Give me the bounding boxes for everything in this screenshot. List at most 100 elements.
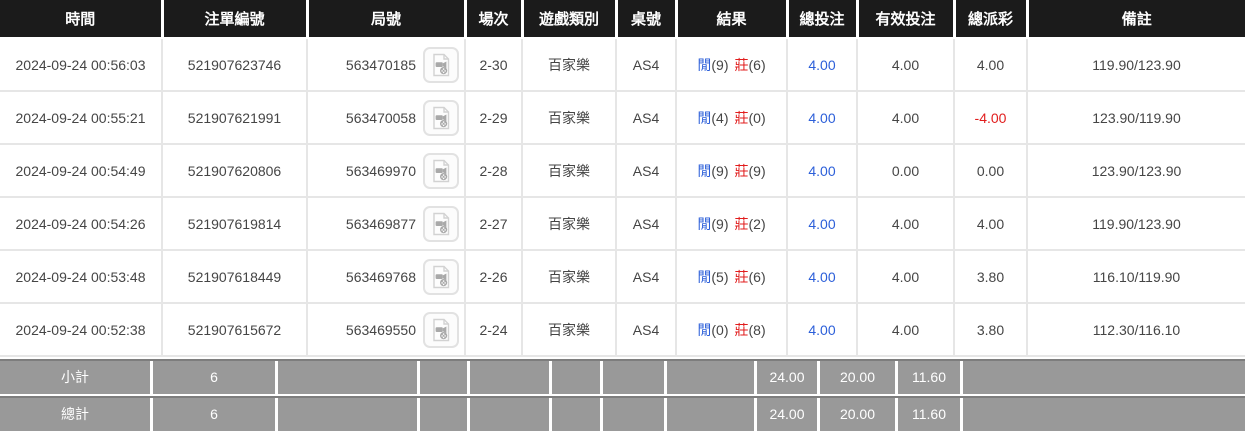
- film-document-icon: [433, 53, 450, 76]
- cell-time: 2024-09-24 00:54:26: [0, 197, 163, 251]
- summary-empty-cell: [963, 361, 1245, 394]
- total-bet-link[interactable]: 4.00: [808, 321, 836, 338]
- summary-empty-cell: [420, 361, 470, 394]
- grand-total-row: 總計 6 24.00 20.00 11.60: [0, 396, 1245, 431]
- column-header-remark: 備註: [1027, 0, 1245, 39]
- total-bet-link[interactable]: 4.00: [808, 56, 836, 73]
- cell-game-type: 百家樂: [522, 250, 617, 304]
- film-document-icon: [433, 106, 450, 129]
- cell-round-number: 563469550: [307, 303, 466, 357]
- cell-bet-number: 521907621991: [162, 91, 308, 145]
- cell-round-number: 563469877: [307, 197, 466, 251]
- cell-total-payout: 0.00: [954, 144, 1028, 198]
- cell-total-bet: 4.00: [787, 250, 858, 304]
- cell-remark: 119.90/123.90: [1027, 197, 1245, 251]
- subtotal-row: 小計 6 24.00 20.00 11.60: [0, 359, 1245, 394]
- result-banker-label: 莊: [734, 109, 749, 126]
- cell-round-number: 563469970: [307, 144, 466, 198]
- cell-total-payout: 3.80: [954, 250, 1028, 304]
- column-header-session: 場次: [465, 0, 524, 39]
- cell-result: 閒(9) 莊(6): [676, 38, 788, 92]
- video-replay-button[interactable]: [423, 99, 459, 136]
- film-document-icon: [433, 265, 450, 288]
- result-player-label: 閒: [697, 268, 712, 285]
- cell-valid-bet: 4.00: [857, 303, 955, 357]
- cell-time: 2024-09-24 00:52:38: [0, 303, 163, 357]
- column-header-valid-bet: 有效投注: [857, 0, 956, 39]
- cell-session: 2-30: [465, 38, 523, 92]
- cell-valid-bet: 4.00: [857, 38, 955, 92]
- summary-empty-cell: [603, 361, 667, 394]
- round-number-text: 563470185: [345, 56, 416, 73]
- result-banker-score: (6): [748, 56, 766, 73]
- header-row: 時間 注單編號 局號 場次 遊戲類別 桌號 結果 總投注 有效投注 總派彩 備註: [0, 0, 1245, 39]
- cell-session: 2-28: [465, 144, 523, 198]
- result-banker-score: (8): [748, 321, 766, 338]
- summary-empty-cell: [470, 361, 552, 394]
- cell-total-bet: 4.00: [787, 91, 858, 145]
- column-header-result: 結果: [676, 0, 789, 39]
- total-bet-link[interactable]: 4.00: [808, 162, 836, 179]
- cell-total-payout: 4.00: [954, 197, 1028, 251]
- result-banker-label: 莊: [734, 162, 749, 179]
- cell-valid-bet: 4.00: [857, 250, 955, 304]
- result-player-score: (9): [711, 162, 729, 179]
- cell-game-type: 百家樂: [522, 197, 617, 251]
- cell-round-number: 563470058: [307, 91, 466, 145]
- result-player-score: (9): [711, 56, 729, 73]
- cell-remark: 123.90/123.90: [1027, 144, 1245, 198]
- cell-total-payout: -4.00: [954, 91, 1028, 145]
- cell-table-number: AS4: [616, 197, 677, 251]
- cell-session: 2-27: [465, 197, 523, 251]
- summary-empty-cell: [278, 398, 420, 431]
- cell-time: 2024-09-24 00:54:49: [0, 144, 163, 198]
- round-number-text: 563469877: [345, 215, 416, 232]
- film-document-icon: [433, 159, 450, 182]
- cell-bet-number: 521907619814: [162, 197, 308, 251]
- grand-total-payout: 11.60: [898, 398, 963, 431]
- summary-section: 小計 6 24.00 20.00 11.60 總計 6 24.00 20.00 …: [0, 359, 1245, 431]
- video-replay-button[interactable]: [423, 311, 459, 348]
- grand-total-total-bet: 24.00: [757, 398, 820, 431]
- round-number-text: 563469550: [345, 321, 416, 338]
- cell-bet-number: 521907615672: [162, 303, 308, 357]
- column-header-bet-number: 注單編號: [162, 0, 309, 39]
- cell-game-type: 百家樂: [522, 144, 617, 198]
- cell-result: 閒(5) 莊(6): [676, 250, 788, 304]
- total-bet-link[interactable]: 4.00: [808, 215, 836, 232]
- summary-empty-cell: [963, 398, 1245, 431]
- cell-total-bet: 4.00: [787, 38, 858, 92]
- cell-time: 2024-09-24 00:55:21: [0, 91, 163, 145]
- total-bet-link[interactable]: 4.00: [808, 268, 836, 285]
- cell-session: 2-26: [465, 250, 523, 304]
- result-player-label: 閒: [697, 56, 712, 73]
- video-replay-button[interactable]: [423, 205, 459, 242]
- column-header-round-number: 局號: [307, 0, 467, 39]
- result-banker-label: 莊: [734, 268, 749, 285]
- summary-empty-cell: [552, 361, 603, 394]
- subtotal-label: 小計: [0, 361, 153, 394]
- result-banker-score: (9): [748, 162, 766, 179]
- cell-game-type: 百家樂: [522, 303, 617, 357]
- result-banker-label: 莊: [734, 321, 749, 338]
- summary-empty-cell: [278, 361, 420, 394]
- video-replay-button[interactable]: [423, 152, 459, 189]
- result-banker-score: (0): [748, 109, 766, 126]
- total-bet-link[interactable]: 4.00: [808, 109, 836, 126]
- column-header-time: 時間: [0, 0, 164, 39]
- column-header-table-number: 桌號: [616, 0, 678, 39]
- summary-empty-cell: [420, 398, 470, 431]
- result-player-score: (4): [711, 109, 729, 126]
- table-row: 2024-09-24 00:54:26 521907619814 5634698…: [0, 197, 1245, 251]
- result-player-label: 閒: [697, 215, 712, 232]
- cell-bet-number: 521907618449: [162, 250, 308, 304]
- cell-round-number: 563469768: [307, 250, 466, 304]
- bet-records-table: 時間 注單編號 局號 場次 遊戲類別 桌號 結果 總投注 有效投注 總派彩 備註…: [0, 0, 1245, 357]
- result-banker-score: (6): [748, 268, 766, 285]
- column-header-total-bet: 總投注: [787, 0, 859, 39]
- video-replay-button[interactable]: [423, 258, 459, 295]
- cell-remark: 112.30/116.10: [1027, 303, 1245, 357]
- video-replay-button[interactable]: [423, 46, 459, 83]
- table-row: 2024-09-24 00:52:38 521907615672 5634695…: [0, 303, 1245, 357]
- cell-remark: 119.90/123.90: [1027, 38, 1245, 92]
